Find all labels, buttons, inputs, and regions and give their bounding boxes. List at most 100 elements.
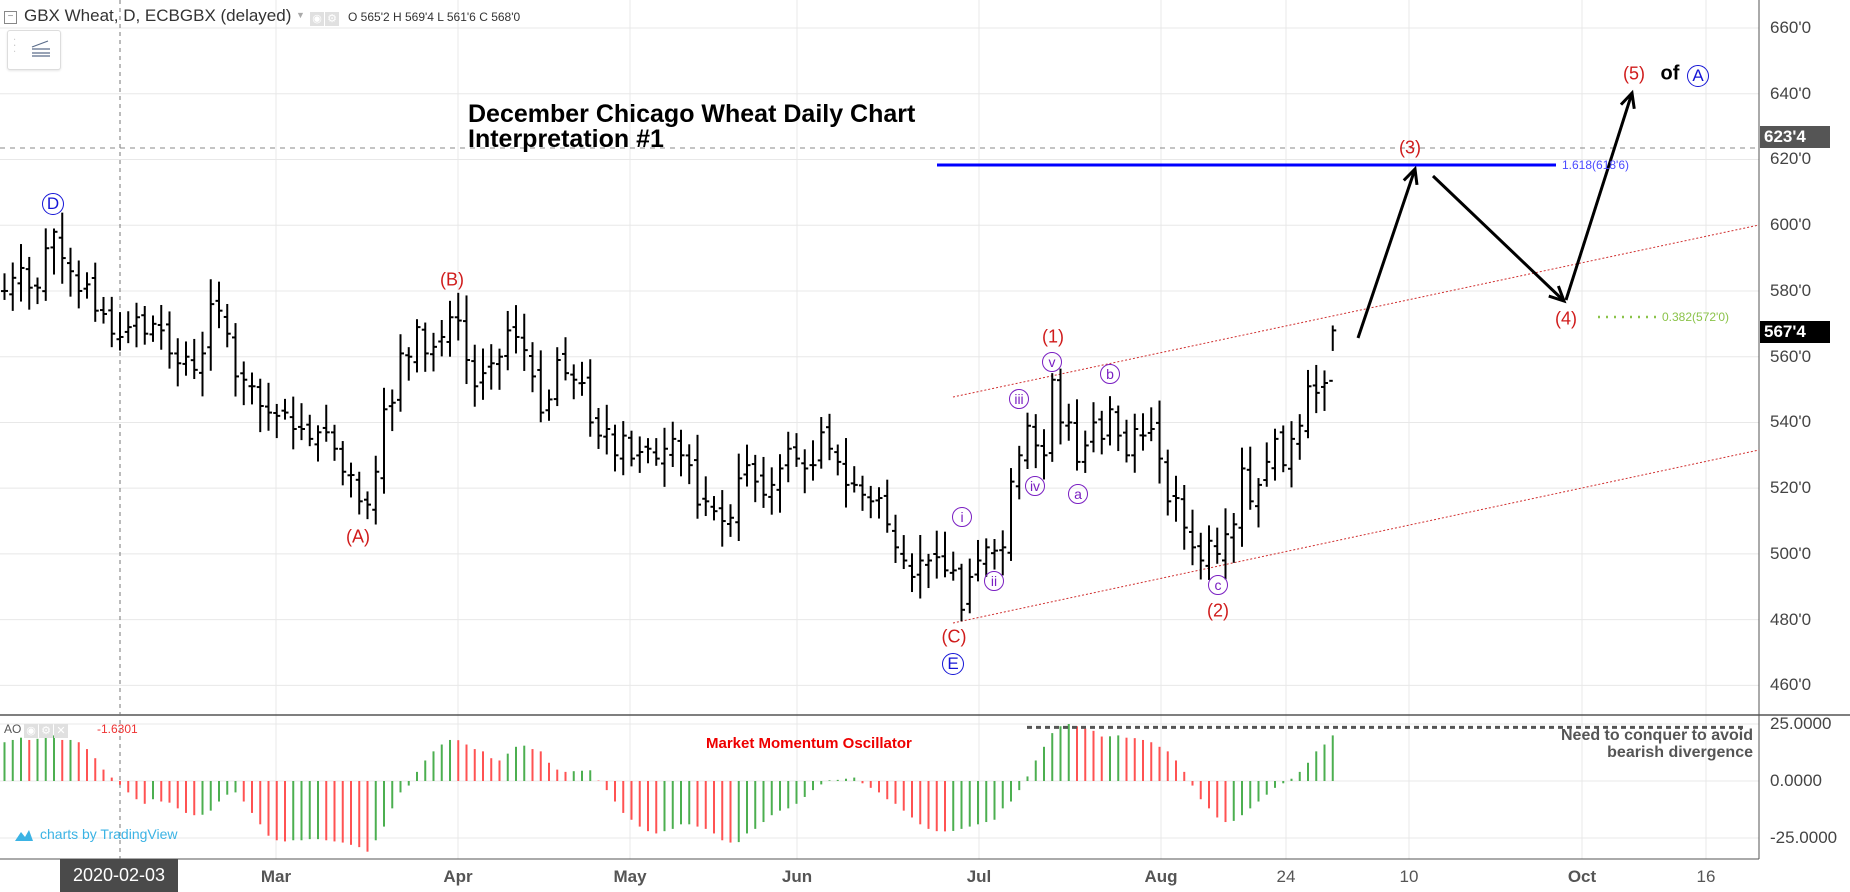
price-bars <box>1 212 1337 622</box>
ohlc-values: O 565'2 H 569'4 L 561'6 C 568'0 <box>348 10 521 24</box>
ohlc-bar <box>1230 513 1238 563</box>
fib-retracement-label: 0.382(572'0) <box>1662 310 1730 324</box>
ohlc-bar <box>644 438 652 464</box>
ohlc-bar <box>1040 429 1048 480</box>
watermark-text: charts by TradingView <box>40 826 178 842</box>
ohlc-bar <box>454 292 462 341</box>
time-tick-label: Jun <box>781 867 813 886</box>
ohlc-bar <box>479 348 487 400</box>
ohlc-bar <box>1246 446 1254 510</box>
eye-icon[interactable]: ◉ <box>24 724 38 738</box>
ohlc-bar <box>925 553 932 589</box>
ohlc-bar <box>883 479 891 533</box>
ohlc-bar <box>487 344 495 390</box>
tradingview-watermark[interactable]: charts by TradingView <box>14 826 177 842</box>
wave-label-4: (4) <box>1555 308 1577 329</box>
channel-upper-line <box>952 224 1760 398</box>
ohlc-bar <box>669 421 677 468</box>
wave-label-2: (2) <box>1207 600 1229 621</box>
ohlc-bar <box>892 514 899 563</box>
ohlc-bar <box>933 530 941 579</box>
fib-tool-icon[interactable] <box>30 39 52 59</box>
ohlc-bar <box>966 558 974 614</box>
gear-icon[interactable]: ⚙ <box>39 724 53 738</box>
crosshair-price-label: 623'4 <box>1760 126 1830 148</box>
ohlc-bar <box>595 408 602 449</box>
ohlc-bar <box>801 449 809 494</box>
ohlc-bar <box>471 344 479 407</box>
crosshair-date-label: 2020-02-03 <box>60 859 178 892</box>
wave-label-iv: iv <box>1025 476 1045 496</box>
chart-title-line2: Interpretation #1 <box>468 125 664 153</box>
close-icon[interactable]: ✕ <box>54 724 68 738</box>
eye-icon[interactable]: ◉ <box>310 12 324 26</box>
ohlc-bar <box>908 553 916 593</box>
ohlc-bar <box>628 430 635 467</box>
drawing-toolbar[interactable]: ⁚ ⁚ <box>7 30 61 70</box>
ohlc-bar <box>619 421 627 476</box>
ohlc-bar <box>141 305 149 345</box>
collapse-legend-button[interactable]: − <box>4 11 17 24</box>
ohlc-bar <box>751 454 759 503</box>
ohlc-bar <box>100 296 107 324</box>
projection-arrow <box>1431 174 1567 304</box>
wave-label-a-minor: a <box>1068 484 1088 504</box>
ohlc-bar <box>83 272 91 299</box>
ohlc-bar <box>1024 412 1031 469</box>
time-tick-label: Jul <box>966 867 992 886</box>
ohlc-bar <box>867 485 875 519</box>
ohlc-bar <box>1197 532 1205 580</box>
ohlc-bar <box>916 534 924 599</box>
ohlc-bar <box>652 438 660 466</box>
ohlc-bar <box>1255 478 1262 528</box>
ohlc-bar <box>421 322 429 372</box>
projection-arrow <box>1564 89 1636 301</box>
wave-label-circled-a: A <box>1687 65 1709 87</box>
ohlc-bar <box>553 347 561 407</box>
ohlc-bar <box>999 530 1007 576</box>
overlay-lines <box>937 163 1656 319</box>
wave-label-b: (B) <box>440 269 464 290</box>
price-tick-label: 560'0 <box>1770 346 1812 366</box>
price-tick-label: 520'0 <box>1770 478 1812 498</box>
ohlc-bar <box>1090 402 1097 453</box>
indicator-value: -1.6301 <box>97 722 138 736</box>
ohlc-bar <box>397 334 404 412</box>
price-tick-label: 660'0 <box>1770 18 1812 37</box>
ohlc-bar <box>133 302 140 348</box>
arrow-head-icon <box>1619 89 1636 110</box>
chevron-down-icon[interactable]: ▼ <box>296 10 305 20</box>
arrow-shaft <box>1431 174 1566 303</box>
ohlc-bar <box>875 487 883 519</box>
ohlc-bar <box>322 404 330 442</box>
ohlc-bar <box>1015 445 1023 500</box>
ohlc-bar <box>446 300 454 357</box>
ohlc-bar <box>1288 421 1295 488</box>
ohlc-bar <box>1279 425 1287 473</box>
ohlc-bar <box>834 444 842 476</box>
legend-actions: ◉ ⚙ <box>310 9 340 27</box>
symbol-title[interactable]: GBX Wheat, D, ECBGBX (delayed) <box>24 6 292 25</box>
gear-icon[interactable]: ⚙ <box>325 12 339 26</box>
ohlc-bar <box>1048 373 1056 462</box>
price-tick-label: 480'0 <box>1770 609 1812 629</box>
ohlc-bar <box>1329 325 1337 382</box>
ohlc-bar <box>174 338 182 387</box>
ohlc-bar <box>248 372 256 405</box>
time-tick-label: Mar <box>260 867 292 886</box>
drag-handle-icon[interactable]: ⁚ ⁚ <box>13 38 17 55</box>
ohlc-bar <box>17 244 25 302</box>
ohlc-bar <box>817 417 825 469</box>
ohlc-bar <box>1312 364 1320 414</box>
ohlc-bar <box>50 228 58 275</box>
ohlc-bar <box>58 212 66 284</box>
ohlc-bar <box>166 311 173 369</box>
divergence-note-line2: bearish divergence <box>1607 744 1753 761</box>
ohlc-bar <box>537 350 545 423</box>
wave-label-5: (5) <box>1623 63 1645 84</box>
ohlc-bar <box>306 414 314 447</box>
ohlc-bar <box>91 262 99 322</box>
indicator-name[interactable]: AO <box>4 722 22 736</box>
wave-label-e: E <box>942 653 964 675</box>
